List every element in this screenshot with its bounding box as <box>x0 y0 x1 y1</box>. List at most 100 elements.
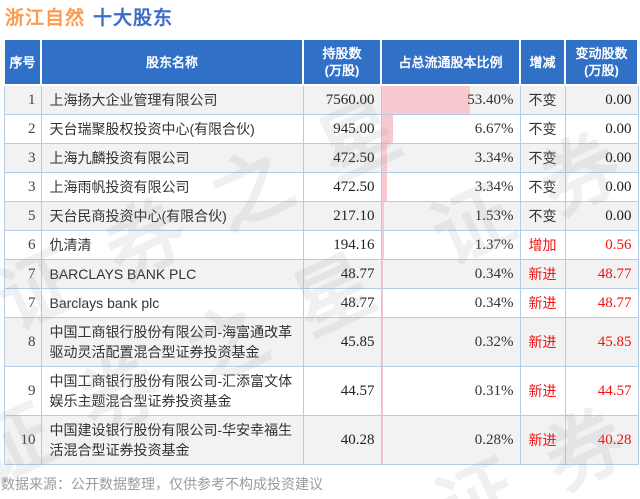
cell-holder-name: 中国工商银行股份有限公司-汇添富文体娱乐主题混合型证券投资基金 <box>40 366 304 416</box>
cell-holder-name: BARCLAYS BANK PLC <box>40 259 304 289</box>
header-ratio: 占总流通股本比例 <box>380 38 521 86</box>
cell-change-shares: 45.85 <box>564 317 639 367</box>
ratio-bar <box>381 144 387 172</box>
ratio-bar <box>381 173 387 201</box>
cell-change-shares: 0.00 <box>564 84 639 115</box>
cell-rank: 10 <box>3 415 42 465</box>
cell-change-status: 新进 <box>519 366 566 416</box>
ratio-value: 0.34% <box>474 295 514 311</box>
table-row: 2 天台瑞聚股权投资中心(有限合伙) 945.00 6.67% 不变 0.00 <box>3 114 639 144</box>
ratio-value: 0.32% <box>474 334 514 350</box>
cell-shares: 40.28 <box>302 415 382 465</box>
cell-ratio: 3.34% <box>380 172 521 202</box>
cell-rank: 7 <box>3 259 42 289</box>
ratio-value: 6.67% <box>474 121 514 137</box>
ratio-bar <box>381 289 383 317</box>
cell-rank: 6 <box>3 230 42 260</box>
cell-holder-name: Barclays bank plc <box>40 288 304 318</box>
cell-shares: 44.57 <box>302 366 382 416</box>
data-source-note: 数据来源：公开数据整理，仅供参考不构成投资建议 <box>1 476 323 492</box>
header-name: 股东名称 <box>40 38 304 86</box>
cell-shares: 472.50 <box>302 143 382 173</box>
cell-holder-name: 天台民商投资中心(有限合伙) <box>40 201 304 231</box>
cell-change-shares: 40.28 <box>564 415 639 465</box>
table-row: 10 中国建设银行股份有限公司-华安幸福生活混合型证券投资基金 40.28 0.… <box>3 415 639 465</box>
table-row: 3 上海九麟投资有限公司 472.50 3.34% 不变 0.00 <box>3 143 639 173</box>
table-row: 7 Barclays bank plc 48.77 0.34% 新进 48.77 <box>3 288 639 318</box>
cell-ratio: 0.28% <box>380 415 521 465</box>
cell-shares: 472.50 <box>302 172 382 202</box>
cell-holder-name: 中国工商银行股份有限公司-海富通改革驱动灵活配置混合型证券投资基金 <box>40 317 304 367</box>
cell-holder-name: 中国建设银行股份有限公司-华安幸福生活混合型证券投资基金 <box>40 415 304 465</box>
cell-change-status: 不变 <box>519 84 566 115</box>
shareholders-table: 序号 股东名称 持股数 (万股) 占总流通股本比例 增减 变动股数 (万股) 1… <box>3 38 639 465</box>
page-title: 浙江自然 十大股东 <box>5 3 173 30</box>
ratio-value: 0.34% <box>474 266 514 282</box>
cell-change-status: 不变 <box>519 114 566 144</box>
cell-shares: 194.16 <box>302 230 382 260</box>
ratio-bar <box>381 367 382 415</box>
table-row: 6 仇清清 194.16 1.37% 增加 0.56 <box>3 230 639 260</box>
cell-change-status: 新进 <box>519 259 566 289</box>
cell-change-status: 新进 <box>519 317 566 367</box>
header-change: 增减 <box>519 38 566 86</box>
table-row: 9 中国工商银行股份有限公司-汇添富文体娱乐主题混合型证券投资基金 44.57 … <box>3 366 639 416</box>
table-header-row: 序号 股东名称 持股数 (万股) 占总流通股本比例 增减 变动股数 (万股) <box>3 38 639 86</box>
cell-ratio: 3.34% <box>380 143 521 173</box>
cell-change-shares: 0.00 <box>564 201 639 231</box>
ratio-value: 3.34% <box>474 179 514 195</box>
cell-change-shares: 0.00 <box>564 114 639 144</box>
cell-holder-name: 天台瑞聚股权投资中心(有限合伙) <box>40 114 304 144</box>
cell-change-shares: 0.00 <box>564 143 639 173</box>
ratio-bar <box>381 260 383 288</box>
cell-rank: 7 <box>3 288 42 318</box>
table-row: 7 BARCLAYS BANK PLC 48.77 0.34% 新进 48.77 <box>3 259 639 289</box>
cell-shares: 217.10 <box>302 201 382 231</box>
cell-change-shares: 0.00 <box>564 172 639 202</box>
cell-ratio: 6.67% <box>380 114 521 144</box>
cell-rank: 1 <box>3 84 42 115</box>
cell-rank: 3 <box>3 143 42 173</box>
cell-holder-name: 上海九麟投资有限公司 <box>40 143 304 173</box>
cell-ratio: 1.37% <box>380 230 521 260</box>
cell-ratio: 53.40% <box>380 84 521 115</box>
cell-holder-name: 上海雨帆投资有限公司 <box>40 172 304 202</box>
table-row: 5 天台民商投资中心(有限合伙) 217.10 1.53% 不变 0.00 <box>3 201 639 231</box>
ratio-value: 3.34% <box>474 150 514 166</box>
ratio-value: 1.37% <box>474 237 514 253</box>
ratio-bar <box>381 86 470 114</box>
ratio-value: 0.31% <box>474 383 514 399</box>
cell-rank: 2 <box>3 114 42 144</box>
header-index: 序号 <box>3 38 42 86</box>
cell-ratio: 0.34% <box>380 288 521 318</box>
table-row: 8 中国工商银行股份有限公司-海富通改革驱动灵活配置混合型证券投资基金 45.8… <box>3 317 639 367</box>
cell-shares: 945.00 <box>302 114 382 144</box>
cell-change-status: 不变 <box>519 201 566 231</box>
ratio-bar <box>381 115 393 143</box>
stock-name: 浙江自然 <box>5 8 86 29</box>
cell-rank: 3 <box>3 172 42 202</box>
cell-ratio: 1.53% <box>380 201 521 231</box>
cell-shares: 7560.00 <box>302 84 382 115</box>
cell-rank: 8 <box>3 317 42 367</box>
ratio-bar <box>381 231 384 259</box>
cell-change-shares: 48.77 <box>564 259 639 289</box>
cell-change-shares: 44.57 <box>564 366 639 416</box>
title-suffix: 十大股东 <box>93 8 174 29</box>
cell-change-status: 不变 <box>519 143 566 173</box>
cell-holder-name: 仇清清 <box>40 230 304 260</box>
cell-change-status: 新进 <box>519 415 566 465</box>
cell-shares: 45.85 <box>302 317 382 367</box>
cell-change-status: 增加 <box>519 230 566 260</box>
cell-rank: 5 <box>3 201 42 231</box>
cell-change-shares: 48.77 <box>564 288 639 318</box>
ratio-value: 53.40% <box>467 92 514 108</box>
cell-ratio: 0.34% <box>380 259 521 289</box>
cell-holder-name: 上海扬大企业管理有限公司 <box>40 84 304 115</box>
cell-change-shares: 0.56 <box>564 230 639 260</box>
cell-ratio: 0.32% <box>380 317 521 367</box>
cell-shares: 48.77 <box>302 259 382 289</box>
table-body: 1 上海扬大企业管理有限公司 7560.00 53.40% 不变 0.00 2 … <box>3 84 639 465</box>
header-delta: 变动股数 (万股) <box>564 38 639 86</box>
